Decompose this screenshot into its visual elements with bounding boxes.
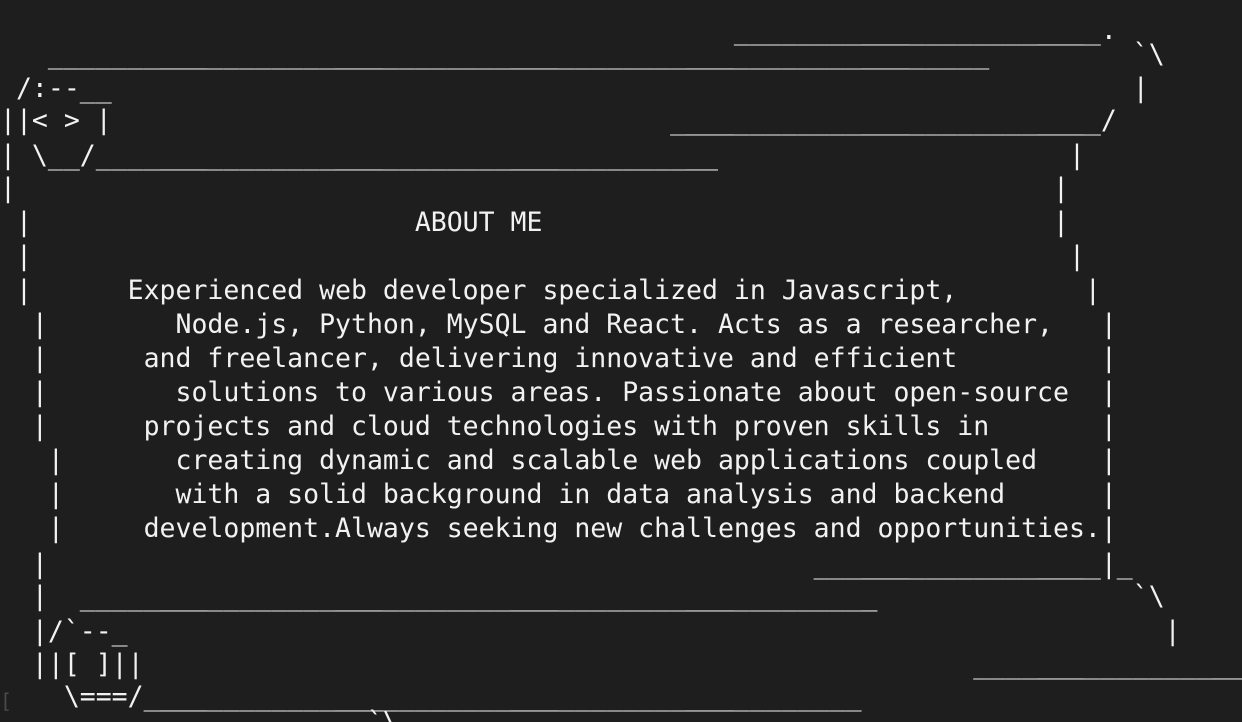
ascii-line: \===/___________________________________… [0,681,862,712]
bio-text-line: | Experienced web developer specialized … [0,275,1101,306]
bio-text-line: | creating dynamic and scalable web appl… [0,445,1117,476]
bio-text-line: | projects and cloud technologies with p… [0,411,1117,442]
ascii-line: | ______________________________________… [0,581,1165,612]
ascii-line: |/`--_ | [0,616,1181,647]
bio-text-line: | with a solid background in data analys… [0,479,1117,510]
ascii-line: `\ [0,706,399,722]
ascii-line: ________________________________________… [0,39,1165,70]
bio-text-line: | solutions to various areas. Passionate… [0,377,1117,408]
about-me-heading: | ABOUT ME | [0,207,1069,238]
ascii-line: ||< > | ___________________________/ [0,105,1117,136]
ascii-line: | \__/__________________________________… [0,140,1085,171]
ascii-line: | | [0,241,1085,272]
bio-text-line: | and freelancer, delivering innovative … [0,343,1117,374]
bio-text-line: | Node.js, Python, MySQL and React. Acts… [0,309,1117,340]
ascii-line: /:--__ | [0,73,1149,104]
ascii-line: _______________________. [0,15,1117,46]
ascii-line: | __________________|_ [0,549,1133,580]
ascii-line: ||[ ]|| ___________________/ [0,649,1242,680]
bio-text-line: | development.Always seeking new challen… [0,513,1117,544]
terminal-cursor-mark: [ [0,689,13,713]
ascii-line: | | [0,173,1069,204]
